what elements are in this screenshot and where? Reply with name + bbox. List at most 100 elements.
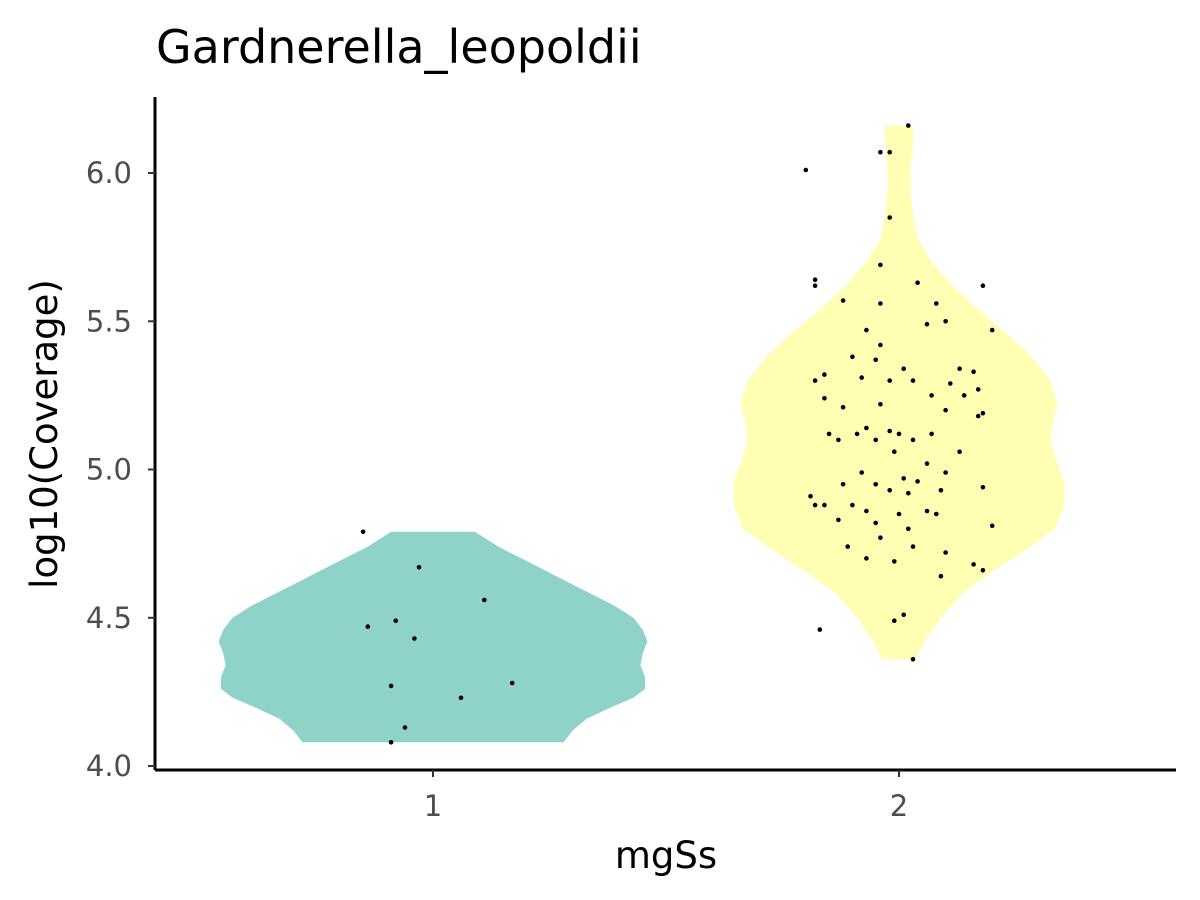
data-point bbox=[365, 624, 371, 629]
data-point bbox=[989, 327, 995, 333]
data-point bbox=[360, 529, 366, 535]
data-point bbox=[822, 502, 827, 508]
data-point bbox=[836, 437, 841, 443]
data-point bbox=[896, 511, 902, 517]
data-point bbox=[980, 485, 986, 490]
data-point bbox=[924, 508, 930, 514]
data-point bbox=[873, 520, 878, 526]
data-point bbox=[910, 437, 916, 443]
data-point bbox=[850, 502, 855, 508]
data-point bbox=[887, 378, 892, 383]
data-point bbox=[948, 381, 953, 386]
data-point bbox=[910, 378, 916, 383]
data-point bbox=[873, 357, 878, 363]
data-point bbox=[812, 283, 818, 289]
data-point bbox=[938, 488, 944, 493]
y-tick-label: 5.0 bbox=[86, 453, 132, 487]
data-point bbox=[887, 215, 892, 220]
data-point bbox=[859, 470, 864, 475]
data-point bbox=[836, 517, 841, 523]
data-point bbox=[402, 725, 408, 730]
data-point bbox=[854, 431, 860, 437]
data-point bbox=[943, 319, 948, 324]
data-point bbox=[878, 535, 883, 540]
y-tick-group: 4.0 4.5 5.0 5.5 6.0 bbox=[86, 156, 155, 783]
data-point bbox=[971, 369, 976, 375]
chart-title: Gardnerella_leopoldii bbox=[156, 20, 642, 74]
data-point bbox=[961, 393, 967, 398]
data-point bbox=[873, 437, 878, 443]
data-point bbox=[989, 523, 995, 529]
data-point bbox=[915, 479, 920, 484]
data-point bbox=[878, 301, 883, 306]
data-point bbox=[878, 262, 883, 268]
data-point bbox=[957, 449, 962, 455]
data-point bbox=[887, 488, 892, 493]
data-point bbox=[803, 167, 809, 173]
data-point bbox=[482, 597, 487, 603]
data-point bbox=[393, 618, 399, 623]
data-point bbox=[906, 123, 911, 128]
data-point bbox=[980, 568, 986, 573]
data-point bbox=[878, 342, 883, 348]
data-point bbox=[924, 461, 930, 466]
data-point bbox=[943, 407, 948, 413]
y-tick-label: 4.5 bbox=[86, 601, 132, 635]
data-point bbox=[873, 482, 878, 487]
data-point bbox=[850, 354, 855, 360]
data-point bbox=[975, 387, 981, 392]
data-point bbox=[808, 493, 813, 499]
data-point bbox=[980, 283, 986, 289]
y-tick-label: 4.0 bbox=[86, 749, 132, 783]
data-point bbox=[910, 544, 916, 549]
data-point bbox=[887, 149, 892, 155]
data-point bbox=[864, 425, 869, 431]
data-point bbox=[840, 482, 846, 487]
data-point bbox=[412, 636, 417, 641]
data-point bbox=[906, 526, 911, 532]
data-point bbox=[938, 573, 944, 579]
y-tick-label: 5.5 bbox=[86, 304, 132, 338]
data-point bbox=[812, 378, 818, 383]
data-point bbox=[845, 544, 850, 549]
data-point bbox=[840, 298, 846, 303]
data-point bbox=[864, 556, 869, 561]
data-point bbox=[924, 321, 930, 327]
data-point bbox=[929, 393, 934, 398]
data-point bbox=[980, 410, 986, 416]
data-point bbox=[878, 149, 883, 155]
data-point bbox=[864, 327, 869, 333]
data-point bbox=[388, 683, 394, 689]
violin-layer bbox=[218, 125, 1065, 743]
data-point bbox=[812, 277, 818, 283]
violin-group-2 bbox=[733, 125, 1065, 660]
data-point bbox=[822, 396, 827, 401]
data-point bbox=[906, 490, 911, 496]
violin-group-1 bbox=[218, 531, 648, 743]
data-point bbox=[458, 695, 464, 701]
x-tick-label: 2 bbox=[890, 789, 908, 823]
data-point bbox=[975, 413, 981, 419]
x-tick-label: 1 bbox=[424, 789, 442, 823]
data-point bbox=[896, 431, 902, 437]
y-tick-label: 6.0 bbox=[86, 156, 132, 190]
plot-area bbox=[218, 123, 1065, 745]
data-point bbox=[934, 301, 939, 306]
data-point bbox=[910, 657, 916, 662]
data-point bbox=[971, 562, 976, 567]
data-point bbox=[864, 508, 869, 514]
data-point bbox=[416, 565, 422, 570]
x-axis-title: mgSs bbox=[615, 834, 717, 877]
data-point bbox=[892, 618, 897, 623]
data-point bbox=[957, 366, 962, 372]
data-point bbox=[822, 372, 827, 377]
data-point bbox=[929, 431, 934, 437]
data-point bbox=[509, 680, 515, 686]
data-point bbox=[826, 431, 832, 437]
data-point bbox=[840, 404, 846, 410]
y-axis-title: log10(Coverage) bbox=[23, 279, 66, 589]
data-point bbox=[943, 470, 948, 475]
data-point bbox=[901, 612, 906, 618]
